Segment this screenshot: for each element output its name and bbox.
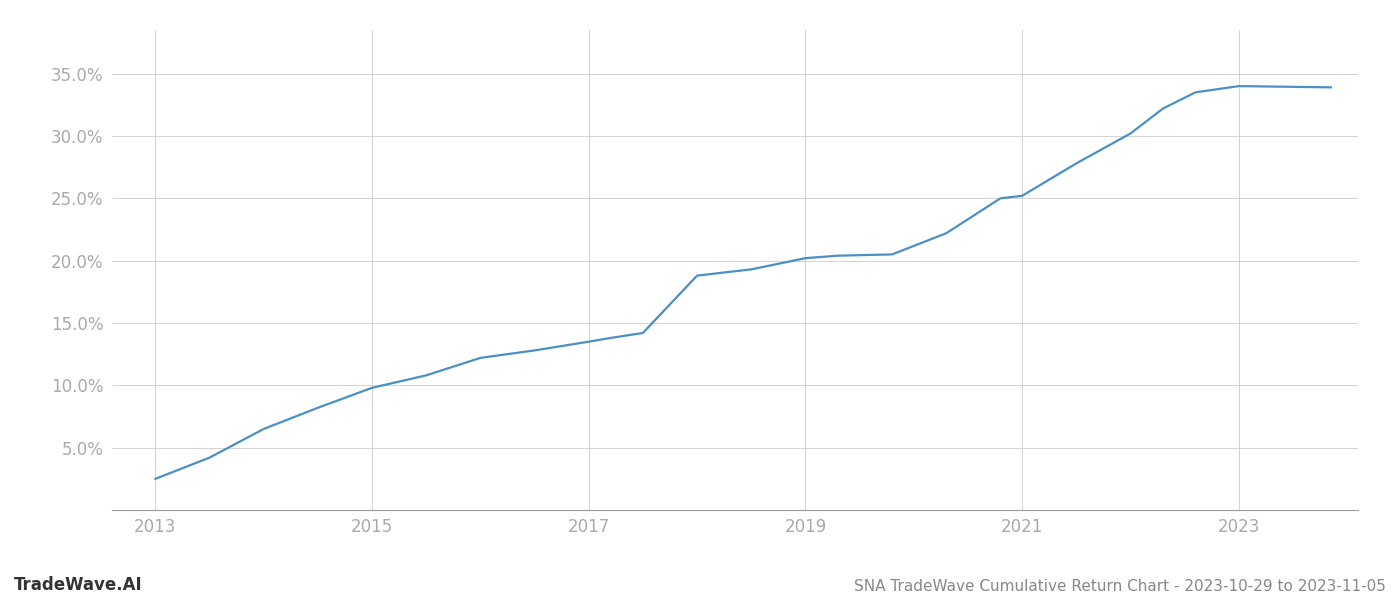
- Text: TradeWave.AI: TradeWave.AI: [14, 576, 143, 594]
- Text: SNA TradeWave Cumulative Return Chart - 2023-10-29 to 2023-11-05: SNA TradeWave Cumulative Return Chart - …: [854, 579, 1386, 594]
